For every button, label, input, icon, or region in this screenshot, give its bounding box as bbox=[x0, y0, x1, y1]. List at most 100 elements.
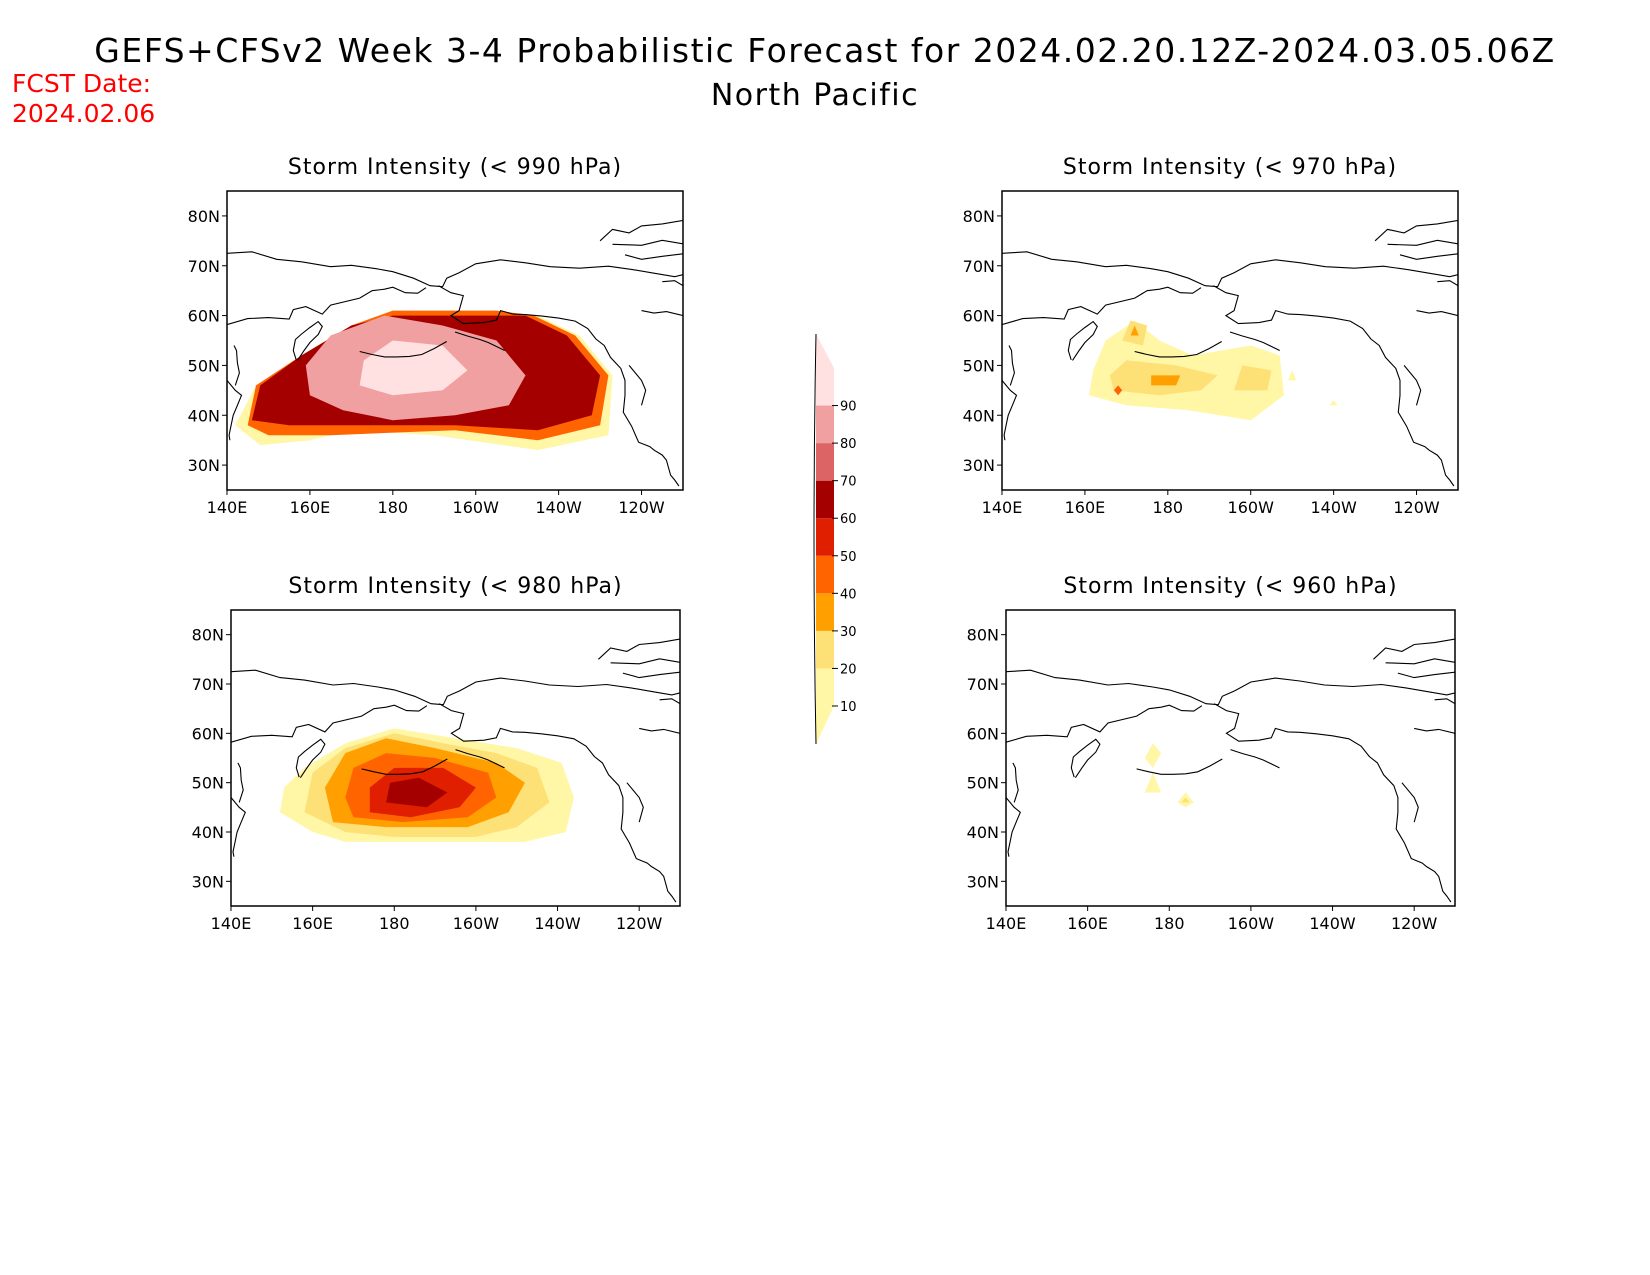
panel-title: Storm Intensity (< 960 hPa) bbox=[1063, 574, 1397, 599]
coastline bbox=[292, 320, 323, 361]
colorbar-swatch bbox=[816, 368, 834, 406]
coastline bbox=[231, 797, 246, 857]
map-frame bbox=[1001, 190, 1459, 491]
map-frame bbox=[1005, 609, 1456, 907]
colorbar-tick-label: 30 bbox=[840, 625, 857, 640]
latitude-tick-label: 80N bbox=[192, 626, 224, 645]
latitude-tick-label: 70N bbox=[192, 675, 224, 694]
latitude-tick-label: 80N bbox=[188, 207, 220, 226]
latitude-tick-label: 40N bbox=[188, 406, 220, 425]
coastline bbox=[1387, 239, 1458, 246]
coastline bbox=[612, 239, 683, 246]
panel-title: Storm Intensity (< 980 hPa) bbox=[288, 574, 622, 599]
colorbar-swatch bbox=[816, 630, 834, 669]
coastline bbox=[1002, 380, 1018, 441]
figure-subtitle: North Pacific bbox=[711, 78, 919, 113]
coastline bbox=[662, 280, 683, 287]
coastline bbox=[359, 341, 447, 358]
coastline bbox=[231, 669, 680, 706]
longitude-tick-label: 140W bbox=[1310, 498, 1357, 517]
coastline bbox=[1006, 669, 1455, 706]
latitude-tick-label: 80N bbox=[967, 626, 999, 645]
longitude-tick-label: 160E bbox=[1067, 914, 1108, 933]
colorbar-swatch bbox=[816, 518, 834, 556]
coastline bbox=[1414, 727, 1455, 734]
probability-region bbox=[1113, 385, 1123, 396]
longitude-tick-label: 160E bbox=[292, 914, 333, 933]
coastline bbox=[1213, 703, 1452, 903]
latitude-tick-label: 40N bbox=[192, 823, 224, 842]
coastline bbox=[227, 251, 683, 288]
fcst-date-label: FCST Date: bbox=[12, 69, 151, 98]
coastline bbox=[1230, 749, 1280, 769]
coastline bbox=[1385, 658, 1455, 665]
latitude-tick-label: 60N bbox=[963, 307, 995, 326]
colorbar-tick-label: 60 bbox=[840, 512, 857, 527]
colorbar-tick-label: 80 bbox=[840, 437, 857, 452]
probability-region bbox=[359, 340, 468, 396]
longitude-tick-label: 120W bbox=[1393, 498, 1440, 517]
coastline bbox=[1006, 797, 1021, 857]
latitude-tick-label: 60N bbox=[192, 724, 224, 743]
map-panel-980hpa: Storm Intensity (< 980 hPa) 80N 70N 60N 50N 4… bbox=[192, 574, 681, 933]
longitude-tick-label: 180 bbox=[1153, 498, 1184, 517]
figure-title: GEFS+CFSv2 Week 3-4 Probabilistic Foreca… bbox=[94, 31, 1555, 70]
colorbar-swatch bbox=[816, 480, 834, 519]
longitude-tick-label: 160W bbox=[453, 498, 500, 517]
latitude-tick-label: 30N bbox=[192, 872, 224, 891]
coastline bbox=[1067, 320, 1098, 361]
probability-colorbar: 10 20 30 40 50 60 70 80 90 bbox=[813, 333, 857, 745]
map-frame bbox=[226, 190, 684, 491]
latitude-tick-label: 70N bbox=[963, 257, 995, 276]
coastline bbox=[227, 286, 427, 326]
colorbar-tick-label: 90 bbox=[840, 400, 857, 415]
probability-region bbox=[1151, 375, 1181, 386]
coastline bbox=[1397, 671, 1455, 679]
longitude-tick-label: 140W bbox=[535, 498, 582, 517]
longitude-tick-label: 160E bbox=[290, 498, 331, 517]
longitude-tick-label: 180 bbox=[1154, 914, 1185, 933]
coastline bbox=[628, 365, 647, 406]
colorbar-tick-label: 40 bbox=[840, 587, 857, 602]
longitude-tick-label: 140E bbox=[982, 498, 1023, 517]
map-panel-960hpa: Storm Intensity (< 960 hPa) 80N 70N 60N 50N 4… bbox=[967, 574, 1456, 933]
probability-region bbox=[1144, 772, 1162, 793]
coastline bbox=[1229, 331, 1280, 351]
probability-region bbox=[386, 777, 448, 808]
colorbar-tick-label: 70 bbox=[840, 475, 857, 490]
latitude-tick-label: 70N bbox=[967, 675, 999, 694]
longitude-tick-label: 160E bbox=[1065, 498, 1106, 517]
coastline bbox=[1373, 638, 1455, 660]
coastline bbox=[624, 253, 683, 260]
coastline bbox=[610, 658, 680, 665]
coastline bbox=[1070, 738, 1101, 779]
coastline bbox=[641, 310, 683, 317]
coastline bbox=[237, 762, 244, 803]
latitude-tick-label: 30N bbox=[188, 456, 220, 475]
coastline bbox=[1006, 704, 1203, 743]
colorbar-swatch bbox=[816, 555, 834, 594]
coastline bbox=[227, 380, 243, 441]
latitude-tick-label: 50N bbox=[188, 356, 220, 375]
longitude-tick-label: 160W bbox=[1228, 914, 1275, 933]
latitude-tick-label: 30N bbox=[967, 872, 999, 891]
colorbar-swatch bbox=[816, 443, 834, 481]
panel-title: Storm Intensity (< 970 hPa) bbox=[1063, 155, 1397, 180]
longitude-tick-label: 180 bbox=[378, 498, 409, 517]
probability-region bbox=[1288, 370, 1297, 381]
longitude-tick-label: 160W bbox=[453, 914, 500, 933]
probability-region bbox=[1329, 400, 1338, 406]
coastline bbox=[1437, 280, 1458, 287]
coastline bbox=[1416, 310, 1458, 317]
coastline bbox=[1002, 251, 1458, 288]
coastline bbox=[1399, 253, 1458, 260]
coastline bbox=[1434, 698, 1455, 705]
coastline bbox=[1401, 782, 1419, 823]
coastline bbox=[438, 285, 680, 487]
colorbar-tick-label: 50 bbox=[840, 550, 857, 565]
longitude-tick-label: 120W bbox=[1391, 914, 1438, 933]
latitude-tick-label: 50N bbox=[963, 356, 995, 375]
longitude-tick-label: 180 bbox=[379, 914, 410, 933]
probability-region bbox=[1234, 365, 1272, 391]
